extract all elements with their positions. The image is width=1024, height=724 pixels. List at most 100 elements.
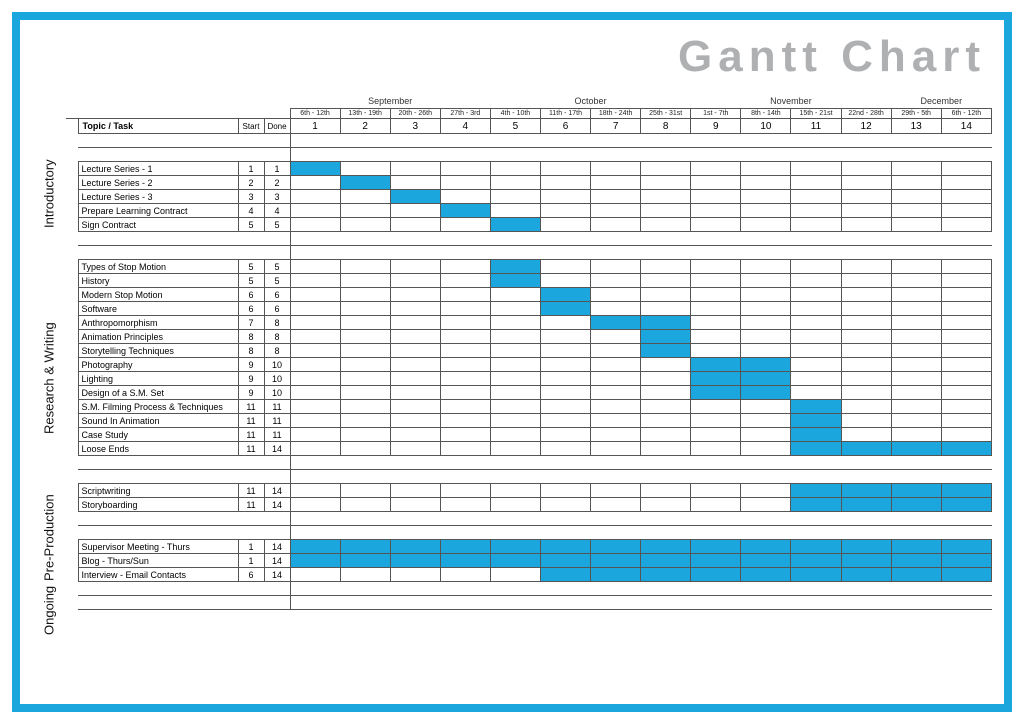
gantt-cell [791,274,841,288]
gantt-cell [540,288,590,302]
gantt-cell [641,218,691,232]
week-range-header: 6th - 12th [290,109,340,119]
week-range-header: 13th - 19th [340,109,390,119]
gantt-cell [390,176,440,190]
gantt-cell [941,302,991,316]
task-start: 6 [238,302,264,316]
gantt-cell [641,400,691,414]
gantt-cell [691,498,741,512]
gantt-cell [390,400,440,414]
week-range-header: 11th - 17th [540,109,590,119]
week-number-header: 13 [891,119,941,134]
gantt-cell [390,428,440,442]
gantt-cell [390,484,440,498]
task-done: 14 [264,498,290,512]
gantt-cell [340,274,390,288]
gantt-cell [490,176,540,190]
gantt-cell [891,358,941,372]
gantt-cell [641,428,691,442]
gantt-cell [741,190,791,204]
gantt-cell [540,302,590,316]
gantt-cell [340,330,390,344]
task-start: 2 [238,176,264,190]
gantt-cell [390,190,440,204]
gantt-cell [340,162,390,176]
gantt-cell [891,554,941,568]
task-name: Lecture Series - 3 [78,190,238,204]
task-done: 4 [264,204,290,218]
week-range-header: 20th - 26th [390,109,440,119]
gantt-cell [490,218,540,232]
task-done: 14 [264,568,290,582]
gantt-cell [340,190,390,204]
gantt-cell [290,176,340,190]
gantt-cell [591,344,641,358]
task-done: 14 [264,442,290,456]
gantt-cell [490,162,540,176]
gantt-cell [791,554,841,568]
gantt-cell [791,386,841,400]
gantt-cell [390,218,440,232]
section-label: Introductory [32,138,66,250]
gantt-cell [641,204,691,218]
gantt-cell [641,260,691,274]
gantt-cell [791,330,841,344]
gantt-cell [641,358,691,372]
gantt-cell [340,288,390,302]
task-done: 5 [264,274,290,288]
gantt-cell [691,400,741,414]
gantt-cell [841,554,891,568]
gantt-cell [440,386,490,400]
gantt-cell [340,568,390,582]
gantt-cell [540,162,590,176]
section-label: Ongoing [32,570,66,650]
task-done: 14 [264,484,290,498]
gantt-cell [941,218,991,232]
task-name: Animation Principles [78,330,238,344]
gantt-cell [691,162,741,176]
gantt-cell [440,442,490,456]
gantt-cell [390,372,440,386]
gantt-cell [390,442,440,456]
gantt-cell [641,568,691,582]
gantt-cell [390,386,440,400]
gantt-cell [891,540,941,554]
gantt-cell [440,428,490,442]
gantt-cell [641,302,691,316]
task-name: Lecture Series - 2 [78,176,238,190]
month-header: November [691,94,891,109]
gantt-cell [891,330,941,344]
gantt-cell [941,358,991,372]
task-done: 11 [264,400,290,414]
gantt-cell [941,414,991,428]
task-done: 10 [264,358,290,372]
gantt-cell [490,190,540,204]
gantt-cell [791,540,841,554]
gantt-cell [490,386,540,400]
task-start: 8 [238,330,264,344]
task-done: 8 [264,330,290,344]
gantt-cell [741,162,791,176]
gantt-cell [791,218,841,232]
gantt-cell [591,260,641,274]
gantt-cell [340,372,390,386]
gantt-cell [641,190,691,204]
gantt-cell [941,176,991,190]
gantt-cell [941,288,991,302]
gantt-cell [591,288,641,302]
gantt-cell [841,386,891,400]
gantt-cell [691,204,741,218]
gantt-cell [591,218,641,232]
gantt-cell [841,218,891,232]
gantt-cell [340,400,390,414]
gantt-cell [891,568,941,582]
gantt-cell [440,204,490,218]
gantt-cell [741,344,791,358]
gantt-cell [290,316,340,330]
gantt-cell [691,540,741,554]
gantt-cell [390,274,440,288]
gantt-cell [691,372,741,386]
gantt-cell [741,218,791,232]
task-name: Sound In Animation [78,414,238,428]
gantt-cell [540,204,590,218]
